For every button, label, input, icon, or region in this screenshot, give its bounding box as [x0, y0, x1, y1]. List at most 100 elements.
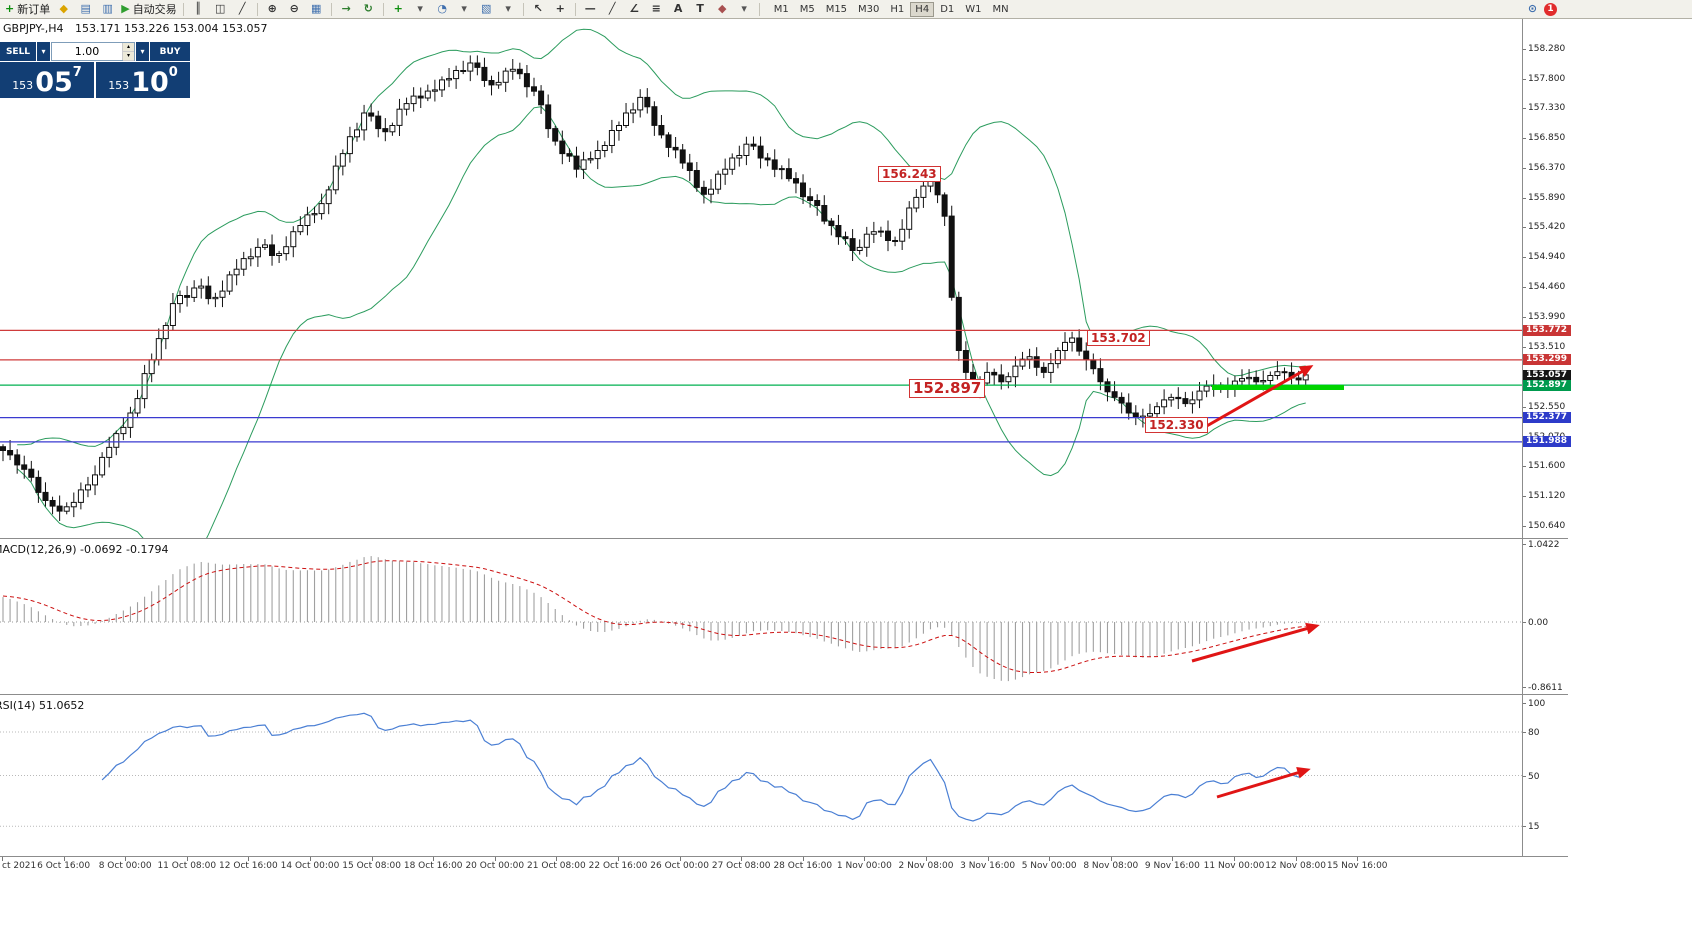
time-axis-label: 15 Nov 16:00	[1326, 861, 1388, 871]
price-axis-tick	[1522, 287, 1526, 289]
candlestick-chart-icon[interactable]: ◫	[214, 2, 226, 15]
time-axis-tick	[1110, 857, 1112, 861]
macd-axis-tick	[1522, 622, 1526, 623]
new-chart-icon[interactable]: ▤	[80, 2, 91, 15]
time-axis-tick	[494, 857, 496, 861]
time-axis-tick	[926, 857, 927, 861]
cursor-icon[interactable]: ↖	[533, 2, 543, 15]
sell-dropdown-caret-icon[interactable]: ▾	[37, 42, 50, 61]
time-axis-label: 9 Nov 16:00	[1144, 861, 1200, 871]
time-axis-tick	[741, 857, 743, 861]
horizontal-line-icon[interactable]: —	[584, 2, 596, 15]
indicators-icon[interactable]: +	[393, 2, 403, 15]
macd-trend-arrow[interactable]	[1191, 622, 1320, 663]
rsi-axis-label: 50	[1528, 771, 1540, 782]
zoom-in-icon[interactable]: ⊕	[267, 2, 277, 15]
price-tag: 153.299	[1523, 354, 1571, 366]
macd-panel-canvas[interactable]	[0, 540, 1522, 694]
arrows-caret-icon[interactable]: ▾	[741, 2, 747, 15]
templates-icon[interactable]: ▧	[480, 2, 492, 15]
time-axis-label: ct 2021	[2, 861, 37, 871]
chart-ohlc-header: GBPJPY-,H4 153.171 153.226 153.004 153.0…	[3, 22, 267, 35]
templates-caret-icon[interactable]: ▾	[505, 2, 511, 15]
toolbar-separator	[382, 2, 384, 16]
text-tool-icon[interactable]: A	[673, 2, 683, 15]
buy-price-box[interactable]: 153 10 0	[96, 62, 190, 98]
time-axis-label: 5 Nov 00:00	[1021, 861, 1077, 871]
main-chart-canvas[interactable]	[0, 18, 1522, 538]
trendline-icon[interactable]: ╱	[608, 2, 616, 15]
time-axis-label: 18 Oct 16:00	[403, 861, 463, 871]
buy-dropdown-caret-icon[interactable]: ▾	[136, 42, 149, 61]
rsi-axis-label: 15	[1528, 822, 1540, 833]
text-label-icon[interactable]: T	[696, 2, 704, 15]
algo-trading-icon[interactable]: ▶ 自动交易	[121, 2, 177, 16]
price-axis-label: 154.460	[1528, 282, 1566, 293]
fibonacci-icon[interactable]: ≡	[651, 2, 661, 15]
arrows-tool-icon[interactable]: ◆	[717, 2, 727, 15]
price-annotation[interactable]: 156.243	[878, 166, 941, 182]
notification-badge[interactable]: 1	[1544, 2, 1557, 16]
timeframe-M1[interactable]: M1	[773, 3, 789, 15]
buy-button[interactable]: BUY	[150, 42, 190, 61]
timeframe-D1[interactable]: D1	[940, 3, 955, 15]
toolbar-separator	[182, 2, 184, 16]
bar-chart-icon[interactable]: ║	[194, 2, 202, 15]
new-order-icon[interactable]: + 新订单	[5, 2, 51, 16]
chart-timeaxis-divider	[0, 856, 1568, 857]
rsi-trend-arrow[interactable]	[1216, 767, 1311, 799]
timeframe-M5[interactable]: M5	[799, 3, 815, 15]
sell-price-box[interactable]: 153 05 7	[0, 62, 94, 98]
main-trend-arrow[interactable]	[1204, 365, 1314, 429]
time-axis-tick	[371, 857, 373, 861]
volume-increase-button[interactable]: ▴	[123, 43, 134, 52]
crosshair-icon[interactable]: +	[555, 2, 565, 15]
profiles-icon[interactable]: ▥	[102, 2, 113, 15]
one-click-trading-panel: SELL ▾ ▴ ▾ ▾ BUY 153 05 7 153 10 0	[0, 42, 190, 98]
sell-price-sup: 7	[72, 65, 82, 80]
price-annotation[interactable]: 152.897	[909, 379, 986, 398]
price-annotation[interactable]: 153.702	[1087, 330, 1150, 346]
time-axis-label: 12 Oct 16:00	[219, 861, 278, 871]
periods-caret-icon[interactable]: ▾	[461, 2, 467, 15]
sell-price-big: 05	[35, 67, 73, 98]
metaeditor-icon[interactable]: ◆	[59, 2, 68, 15]
time-axis-label: 27 Oct 08:00	[711, 861, 771, 871]
price-axis-tick	[1522, 496, 1526, 498]
price-axis-separator[interactable]	[1522, 18, 1523, 856]
rsi-axis-label: 80	[1528, 728, 1540, 738]
time-axis-label: 1 Nov 00:00	[836, 861, 892, 871]
market-search-icon[interactable]: ⊙	[1527, 2, 1538, 15]
rsi-axis-tick	[1522, 732, 1526, 733]
time-axis-tick	[1234, 857, 1235, 861]
timeframe-H4[interactable]: H4	[910, 1, 935, 17]
main-macd-divider[interactable]	[0, 538, 1568, 539]
equidistant-channel-icon[interactable]: ∠	[629, 2, 640, 15]
rsi-axis-tick	[1522, 775, 1526, 777]
price-axis-tick	[1522, 346, 1526, 348]
timeframe-W1[interactable]: W1	[965, 3, 982, 15]
price-axis-tick	[1522, 108, 1526, 109]
volume-decrease-button[interactable]: ▾	[123, 52, 134, 61]
price-annotation[interactable]: 152.330	[1145, 417, 1208, 433]
timeframe-MN[interactable]: MN	[992, 3, 1009, 15]
timeframe-M30[interactable]: M30	[858, 3, 880, 15]
macd-rsi-divider[interactable]	[0, 694, 1568, 695]
tile-windows-icon[interactable]: ▦	[310, 2, 322, 15]
timeframe-H1[interactable]: H1	[890, 3, 905, 15]
time-axis-tick	[433, 857, 435, 861]
rsi-panel-canvas[interactable]	[0, 696, 1522, 856]
green-trend-segment[interactable]	[1212, 385, 1344, 390]
price-tag: 153.772	[1523, 324, 1571, 336]
indicators-caret-icon[interactable]: ▾	[417, 2, 423, 15]
timeframe-M15[interactable]: M15	[825, 3, 848, 15]
price-tag: 152.377	[1523, 412, 1571, 424]
chart-shift-icon[interactable]: →	[341, 2, 351, 15]
volume-input[interactable]	[52, 43, 122, 60]
time-axis-label: 14 Oct 00:00	[280, 861, 340, 871]
periods-clock-icon[interactable]: ◔	[437, 2, 447, 15]
auto-scroll-icon[interactable]: ↻	[363, 2, 373, 15]
zoom-out-icon[interactable]: ⊖	[289, 2, 299, 15]
sell-button[interactable]: SELL	[0, 42, 36, 61]
line-chart-icon[interactable]: ╱	[238, 2, 246, 15]
